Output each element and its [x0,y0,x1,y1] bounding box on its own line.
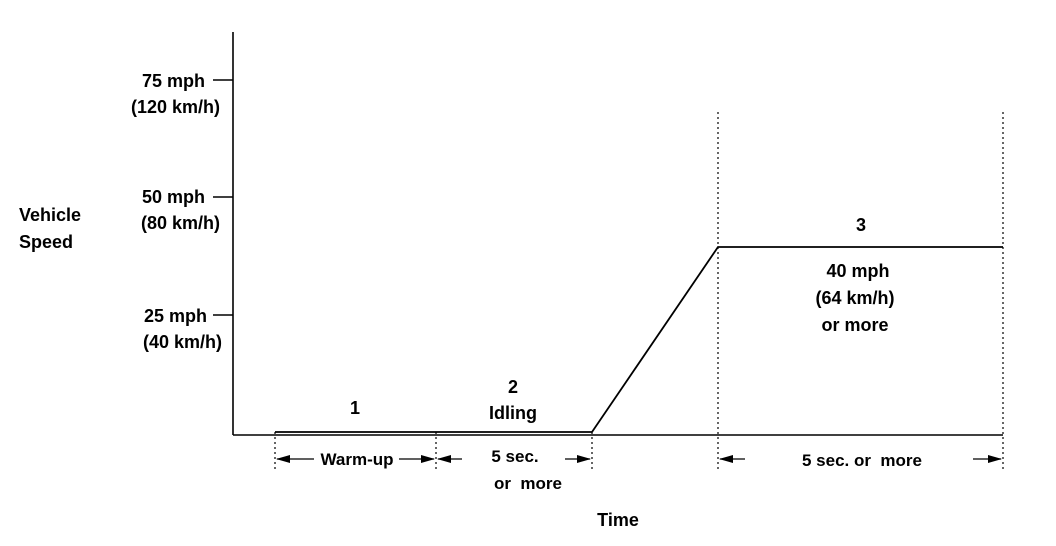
y-tick-label-25-kmh: (40 km/h) [143,332,222,352]
x-axis-title: Time [597,510,639,530]
phase-1-number: 1 [350,398,360,418]
y-tick-label-75-mph: 75 mph [142,71,205,91]
y-tick-label-50-kmh: (80 km/h) [141,213,220,233]
speed-profile-line [275,246,1003,433]
phase-2-number: 2 [508,377,518,397]
phase-3-duration-label: 5 sec. or more [802,451,922,470]
phase-3-speed-line2: (64 km/h) [815,288,894,308]
phase-2-label: Idling [489,403,537,423]
y-tick-label-25-mph: 25 mph [144,306,207,326]
phase-3-speed-line3: or more [821,315,888,335]
phase-3-number: 3 [856,215,866,235]
y-tick-label-75-kmh: (120 km/h) [131,97,220,117]
y-axis-title-line1: Vehicle [19,205,81,225]
y-tick-label-50-mph: 50 mph [142,187,205,207]
y-axis-title-line2: Speed [19,232,73,252]
phase-3-speed-line1: 40 mph [826,261,889,281]
phase-2-duration-line2: or more [494,474,562,493]
phase-2-duration-line1: 5 sec. [491,447,538,466]
phase-1-duration-label: Warm-up [320,450,393,469]
